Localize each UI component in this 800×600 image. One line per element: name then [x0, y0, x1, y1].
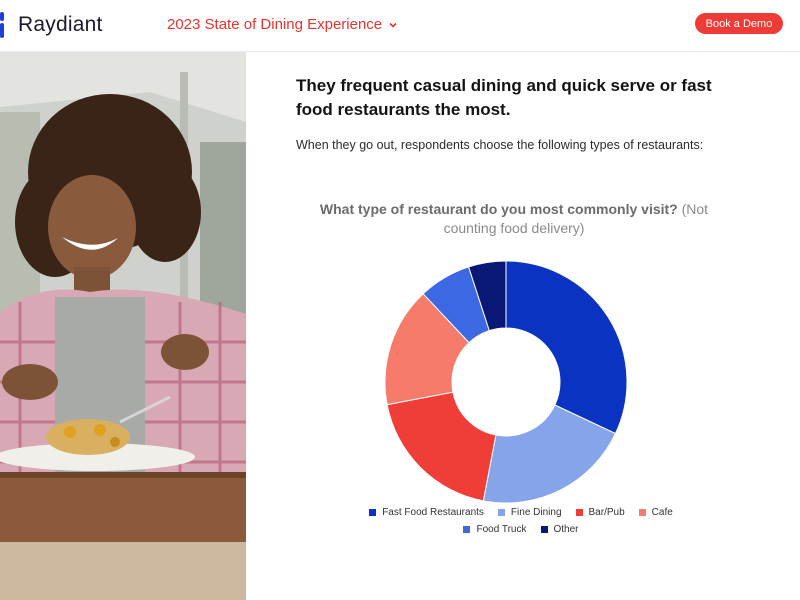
legend-swatch — [497, 509, 505, 516]
report-nav-label: 2023 State of Dining Experience — [167, 16, 383, 33]
book-demo-button[interactable]: Book a Demo — [695, 13, 783, 34]
donut-chart — [384, 260, 628, 504]
raydiant-logo[interactable]: Raydiant — [0, 12, 102, 38]
section-headline: They frequent casual dining and quick se… — [296, 76, 712, 119]
legend-item-other[interactable]: Other — [540, 524, 579, 535]
chart-subtitle: (Not counting food delivery) — [443, 201, 709, 236]
chart-legend: Fast Food Restaurants Fine Dining Bar/Pub C… — [336, 507, 706, 535]
legend-swatch — [463, 526, 471, 533]
legend-item-food-truck[interactable]: Food Truck — [463, 524, 527, 535]
report-nav-dropdown[interactable]: 2023 State of Dining Experience — [167, 16, 398, 33]
site-header: Raydiant 2023 State of Dining Experience… — [0, 0, 800, 52]
main-content: They frequent casual dining and quick se… — [246, 52, 800, 600]
logo-text: Raydiant — [18, 13, 103, 36]
legend-swatch — [575, 509, 583, 516]
slice-cafe[interactable] — [384, 293, 470, 406]
chart-question: What type of restaurant do you most comm… — [319, 201, 678, 217]
legend-item-fast-food-restaurants[interactable]: Fast Food Restaurants — [369, 507, 484, 518]
section-subtext: When they go out, respondents choose the… — [296, 138, 704, 152]
logo-mark-icon — [0, 12, 10, 38]
slice-fast-food-restaurants[interactable] — [505, 260, 628, 435]
legend-item-fine-dining[interactable]: Fine Dining — [497, 507, 562, 518]
legend-label: Bar/Pub — [588, 507, 625, 518]
legend-label: Other — [553, 524, 579, 535]
slice-bar-pub[interactable] — [386, 391, 497, 502]
legend-label: Food Truck — [476, 524, 527, 535]
legend-swatch — [540, 526, 548, 533]
legend-label: Fast Food Restaurants — [382, 507, 484, 518]
slice-fine-dining[interactable] — [482, 404, 617, 504]
legend-swatch — [638, 509, 646, 516]
legend-label: Fine Dining — [510, 507, 562, 518]
legend-swatch — [369, 509, 377, 516]
legend-label: Cafe — [651, 507, 673, 518]
legend-item-bar-pub[interactable]: Bar/Pub — [575, 507, 625, 518]
chevron-down-icon — [389, 22, 397, 28]
slice-other[interactable] — [467, 260, 507, 332]
legend-item-cafe[interactable]: Cafe — [638, 507, 673, 518]
chart-title: What type of restaurant do you most comm… — [306, 200, 722, 238]
hero-photo — [0, 52, 246, 600]
